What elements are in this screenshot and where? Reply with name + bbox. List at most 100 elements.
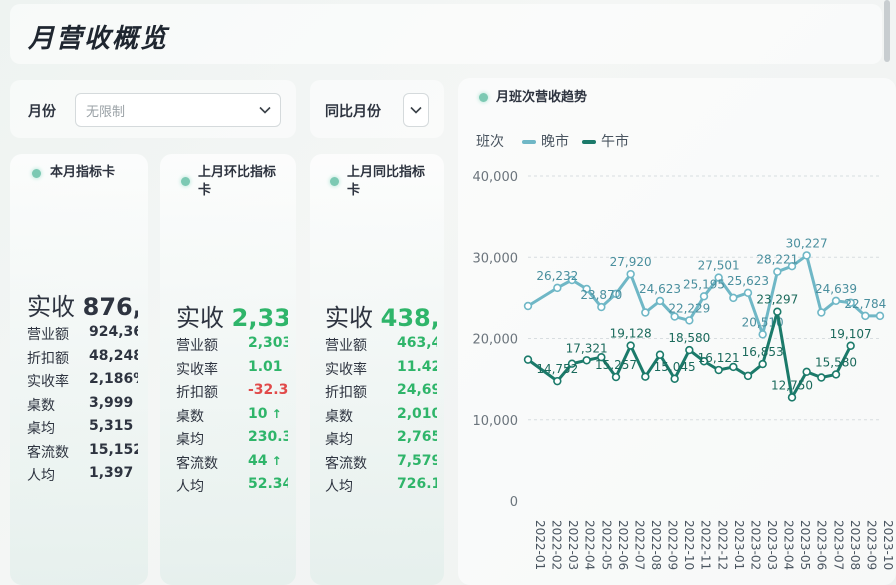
metric-value: 48,248 xyxy=(89,347,138,364)
metric-label: 桌数 xyxy=(325,408,353,425)
yoy-month-select[interactable] xyxy=(403,93,429,127)
metric-label: 折扣额 xyxy=(27,350,69,367)
scrollbar[interactable] xyxy=(884,0,890,62)
metric-value-wrap: 24,694. xyxy=(397,382,437,398)
x-tick-label: 2023-07 xyxy=(831,520,845,570)
metric-row: 实收率 11.42 ↑ xyxy=(325,359,437,379)
month-filter-label: 月份 xyxy=(28,104,56,120)
x-tick-label: 2023-09 xyxy=(864,520,878,570)
data-point xyxy=(846,298,855,307)
data-point xyxy=(597,352,606,362)
metric-label: 折扣额 xyxy=(176,385,218,401)
data-point xyxy=(582,284,591,294)
y-tick-label: 0 xyxy=(510,495,518,510)
metric-row: 营业额 2,303 ↑ xyxy=(176,335,288,355)
data-label: 15,580 xyxy=(815,355,857,369)
title-bar xyxy=(10,4,882,64)
metric-value-wrap: 48,248 xyxy=(89,348,138,364)
metric-label: 人均 xyxy=(176,479,204,495)
data-point xyxy=(611,289,621,299)
data-point xyxy=(758,359,767,369)
data-label: 23,870 xyxy=(580,288,622,302)
metric-value-wrap: 924,367 xyxy=(89,324,138,340)
x-tick-label: 2023-10 xyxy=(881,520,895,570)
data-point xyxy=(787,261,797,271)
metric-value: 1,397 xyxy=(89,465,134,481)
mom-actual-income: 实收 2,33 xyxy=(176,298,288,333)
actual-income: 实收 876, xyxy=(27,287,138,322)
data-label: 19,128 xyxy=(610,327,652,341)
metric-row: 桌数 10 ↑ xyxy=(176,406,282,426)
metric-value: 2,765.5 xyxy=(397,429,437,445)
metric-label: 实收率 xyxy=(27,374,69,390)
metric-value: 2,186% xyxy=(89,371,138,387)
metric-value: -32.3 xyxy=(248,382,288,398)
data-point xyxy=(670,374,679,383)
metric-label: 客流数 xyxy=(325,455,367,472)
data-point xyxy=(523,355,533,364)
data-label: 12,750 xyxy=(771,378,813,392)
legend-item-wanshi[interactable]: 晚市 xyxy=(541,134,569,150)
metric-label: 折扣额 xyxy=(325,385,367,401)
metric-value: 5,315 xyxy=(89,418,134,434)
metric-row: 桌均 5,315 xyxy=(27,418,133,438)
metric-row: 人均 726.19 xyxy=(325,476,437,496)
data-point xyxy=(641,308,650,317)
month-select[interactable]: 无限制 xyxy=(75,93,281,127)
metric-value-wrap: 726.19 xyxy=(397,476,437,492)
metric-value-wrap: 2,186% xyxy=(89,371,138,387)
x-tick-label: 2022-01 xyxy=(533,520,547,570)
data-point xyxy=(714,273,723,282)
yoy-actual-income: 实收 438, xyxy=(325,298,437,333)
metric-value-wrap: 463,402 xyxy=(397,335,437,351)
chevron-down-icon xyxy=(410,106,422,114)
x-tick-label: 2022-09 xyxy=(666,520,680,570)
data-point xyxy=(670,312,679,321)
data-point xyxy=(743,288,753,298)
mom-actual-income-value: 2,33 xyxy=(231,304,288,332)
data-point xyxy=(831,296,841,306)
metric-label: 桌数 xyxy=(176,408,204,425)
page-title: 月营收概览 xyxy=(28,24,169,54)
actual-income-label: 实收 xyxy=(176,304,224,332)
legend-item-wushi[interactable]: 午市 xyxy=(601,134,629,150)
data-point xyxy=(861,311,870,321)
data-label: 19,107 xyxy=(830,327,872,341)
data-point xyxy=(699,292,709,301)
data-point xyxy=(597,302,606,312)
legend-swatch-wushi xyxy=(582,140,596,144)
data-label: 26,232 xyxy=(536,269,578,283)
card-dot-icon xyxy=(479,93,488,102)
actual-income-label: 实收 xyxy=(325,304,373,332)
data-label: 22,784 xyxy=(844,297,886,311)
data-point xyxy=(787,393,797,402)
data-point xyxy=(729,362,738,372)
metric-value: 52.34 xyxy=(248,476,288,492)
metric-value-wrap: 15,152 xyxy=(89,442,138,458)
metric-label: 营业额 xyxy=(325,338,367,354)
metric-label: 桌均 xyxy=(27,421,55,437)
data-point xyxy=(626,269,635,279)
metric-value: 7,579 xyxy=(397,452,437,469)
x-tick-label: 2023-04 xyxy=(782,520,796,570)
card-title: 上月环比指标卡 xyxy=(198,165,277,198)
data-label: 14,752 xyxy=(536,362,578,376)
metric-row: 折扣额 48,248 xyxy=(27,348,138,368)
mom-card: 上月环比指标卡 实收 2,33 营业额 2,303 ↑ 实收率 1.01 ↑ 折扣额 -3… xyxy=(160,154,296,585)
metric-row: 桌数 3,999 xyxy=(27,395,133,415)
data-label: 22,229 xyxy=(668,301,710,315)
metric-label: 人均 xyxy=(325,479,353,495)
data-point xyxy=(641,372,650,381)
data-label: 25,623 xyxy=(727,274,769,288)
yoy-actual-income-value: 438, xyxy=(380,304,437,332)
metric-value: 11.42 xyxy=(397,358,437,375)
data-point xyxy=(567,359,577,368)
data-label: 16,853 xyxy=(742,345,784,359)
metric-row: 营业额 924,367 xyxy=(27,324,138,344)
card-title: 本月指标卡 xyxy=(50,165,116,180)
x-tick-label: 2022-06 xyxy=(616,520,630,570)
data-label: 18,580 xyxy=(668,331,710,345)
metric-value-wrap: 44 ↑ xyxy=(248,453,282,469)
legend-swatch-wanshi xyxy=(522,140,536,144)
